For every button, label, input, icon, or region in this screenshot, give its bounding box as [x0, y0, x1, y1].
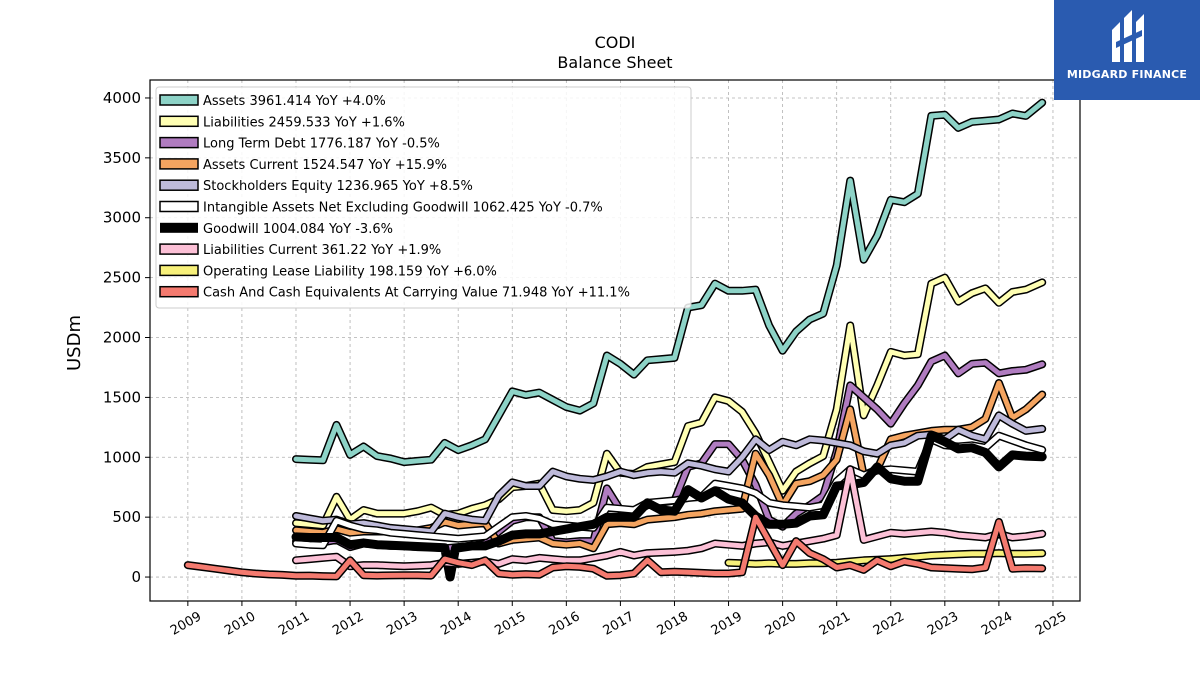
legend-swatch	[160, 222, 198, 233]
legend-swatch	[159, 94, 199, 106]
legend-swatch	[159, 243, 199, 255]
x-tick-label: 2017	[601, 609, 637, 639]
legend-swatch	[159, 285, 199, 298]
legend-label: Liabilities Current 361.22 YoY +1.9%	[203, 243, 441, 258]
x-tick-label: 2014	[438, 609, 474, 639]
series-line	[293, 433, 1045, 548]
legend-label: Goodwill 1004.084 YoY -3.6%	[203, 222, 393, 237]
x-tick-label: 2011	[276, 609, 312, 639]
legend-swatch	[159, 158, 199, 170]
legend-item: Assets 3961.414 YoY +4.0%	[159, 94, 386, 109]
legend-label: Assets Current 1524.547 YoY +15.9%	[203, 158, 447, 173]
legend-label: Cash And Cash Equivalents At Carrying Va…	[203, 286, 630, 301]
legend-item: Assets Current 1524.547 YoY +15.9%	[159, 158, 447, 173]
y-tick-label: 3500	[103, 149, 141, 167]
series-line	[293, 412, 1045, 534]
series-intangible-assets-net-excluding-goodwill	[292, 431, 1047, 550]
series-line	[293, 275, 1045, 528]
series-goodwill	[291, 431, 1047, 582]
x-tick-label: 2018	[655, 609, 691, 639]
x-tick-label: 2023	[925, 609, 961, 639]
y-axis-label: USDm	[64, 315, 85, 371]
x-tick-label: 2016	[547, 609, 583, 639]
y-tick-label: 3000	[103, 209, 141, 227]
legend-box	[155, 86, 692, 309]
x-tick-label: 2024	[979, 609, 1015, 639]
brand-name: MIDGARD FINANCE	[1066, 68, 1188, 81]
midgard-logo-icon	[1112, 10, 1144, 62]
series-line	[185, 514, 1045, 579]
plot-frame	[149, 79, 1081, 602]
y-tick-label: 1000	[103, 448, 141, 466]
series-outline	[292, 273, 1047, 530]
y-tick-label: 500	[112, 508, 141, 526]
legend-item: Intangible Assets Net Excluding Goodwill…	[159, 200, 603, 216]
x-tick-label: 2010	[222, 609, 258, 639]
x-tick-label: 2022	[871, 609, 907, 639]
y-tick-label: 0	[131, 568, 141, 586]
legend-item: Liabilities Current 361.22 YoY +1.9%	[159, 243, 441, 258]
series-line	[293, 100, 1045, 465]
series-line	[293, 466, 1045, 569]
legend: Assets 3961.414 YoY +4.0% Liabilities 245…	[155, 86, 692, 309]
legend-swatch	[159, 264, 199, 277]
x-tick-label: 2020	[763, 609, 799, 639]
legend-label: Assets 3961.414 YoY +4.0%	[203, 94, 386, 109]
series-cash-and-cash-equivalents-at-carrying-value	[183, 513, 1047, 581]
x-tick-label: 2019	[709, 609, 745, 639]
x-tick-label: 2012	[330, 609, 366, 639]
legend-label: Operating Lease Liability 198.159 YoY +6…	[203, 264, 497, 279]
series-liabilities	[292, 273, 1047, 530]
chart-title: CODI	[595, 33, 636, 52]
y-tick-label: 4000	[103, 89, 141, 107]
legend-label: Long Term Debt 1776.187 YoY -0.5%	[203, 137, 440, 152]
chart-subtitle: Balance Sheet	[557, 53, 672, 72]
series-liabilities-current	[292, 465, 1047, 571]
y-tick-label: 2500	[103, 269, 141, 287]
series-assets	[292, 98, 1047, 467]
legend-swatch	[159, 115, 199, 128]
legend-swatch	[159, 136, 199, 149]
y-tick-label: 2000	[103, 329, 141, 347]
legend-item: Long Term Debt 1776.187 YoY -0.5%	[159, 136, 440, 152]
x-tick-label: 2015	[492, 609, 528, 639]
legend-swatch	[159, 179, 199, 191]
series-line	[291, 431, 1047, 582]
legend-label: Intangible Assets Net Excluding Goodwill…	[203, 201, 603, 216]
x-tick-label: 2021	[817, 609, 853, 639]
y-tick-label: 1500	[103, 388, 141, 406]
series-layer	[183, 98, 1047, 582]
x-tick-label: 2013	[384, 609, 420, 639]
x-axis: 2009 2010 2011 2012 2013 2014 2015 2016 2017 2018…	[168, 601, 1069, 639]
brand-logo: MIDGARD FINANCE	[1054, 0, 1200, 100]
legend-item: Cash And Cash Equivalents At Carrying Va…	[159, 285, 630, 301]
legend-label: Stockholders Equity 1236.965 YoY +8.5%	[203, 179, 473, 194]
x-tick-label: 2009	[168, 609, 204, 639]
series-stockholders-equity	[292, 411, 1047, 536]
legend-item: Operating Lease Liability 198.159 YoY +6…	[159, 264, 497, 279]
legend-label: Liabilities 2459.533 YoY +1.6%	[203, 115, 405, 130]
x-tick-label: 2025	[1033, 609, 1069, 639]
legend-item: Goodwill 1004.084 YoY -3.6%	[160, 222, 393, 237]
legend-item: Liabilities 2459.533 YoY +1.6%	[159, 115, 405, 130]
legend-swatch	[159, 200, 199, 213]
y-axis: 0 500 1000 1500 2000 2500 3000 3500 4000	[103, 89, 150, 586]
legend-item: Stockholders Equity 1236.965 YoY +8.5%	[159, 179, 473, 194]
